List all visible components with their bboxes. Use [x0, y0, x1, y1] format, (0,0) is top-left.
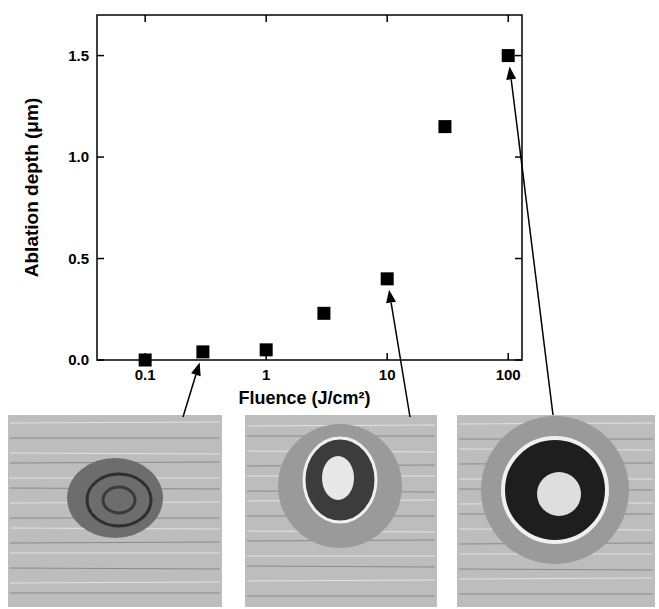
x-tick-label: 1 — [262, 366, 270, 383]
y-tick — [97, 55, 104, 57]
data-point — [196, 345, 209, 358]
scratch — [10, 582, 220, 583]
y-tick — [97, 156, 104, 158]
micrograph — [457, 415, 655, 607]
scratch — [459, 594, 653, 595]
scratch — [459, 578, 653, 579]
crater — [304, 438, 376, 522]
scratch — [247, 596, 435, 597]
y-tick-label: 1.0 — [68, 148, 89, 165]
x-tick — [144, 15, 146, 22]
data-points — [139, 49, 515, 366]
data-point — [317, 307, 330, 320]
y-axis-title: Ablation depth (μm) — [21, 98, 42, 277]
x-tick — [507, 353, 509, 360]
scratch — [247, 566, 435, 567]
scratch — [10, 438, 220, 439]
x-tick — [265, 15, 267, 22]
scratch — [459, 569, 653, 570]
crater-ring — [103, 487, 135, 513]
chart: 0.1 1 10 100 0.0 0.5 1.0 1.5 Fluence (J/cm²) Abla… — [0, 0, 659, 609]
scratch — [10, 422, 220, 423]
debris-zone — [278, 424, 402, 548]
data-point — [139, 354, 152, 367]
x-tick-label: 100 — [496, 366, 521, 383]
crater-center — [537, 472, 581, 516]
pointer-arrow — [391, 303, 410, 417]
data-point — [260, 343, 273, 356]
data-point — [381, 272, 394, 285]
scratch — [247, 556, 435, 557]
crater-center — [322, 456, 354, 500]
y-tick — [515, 359, 522, 361]
scratch — [247, 580, 435, 581]
data-point — [502, 49, 515, 62]
scratch — [10, 553, 220, 554]
debris-zone — [481, 416, 629, 564]
y-tick — [515, 258, 522, 260]
x-tick — [507, 15, 509, 22]
pointer-arrow — [183, 375, 196, 417]
y-tick — [97, 359, 104, 361]
x-tick — [386, 353, 388, 360]
micrograph — [245, 415, 437, 607]
x-axis-title: Fluence (J/cm²) — [238, 388, 370, 408]
y-tick — [97, 258, 104, 260]
micrograph — [8, 415, 222, 607]
crater-ring — [87, 474, 151, 526]
micrograph-ground — [8, 415, 222, 607]
x-tick-label: 0.1 — [135, 366, 156, 383]
y-tick-label: 0.5 — [68, 250, 89, 267]
crater — [503, 438, 607, 542]
x-tick — [386, 15, 388, 22]
pointer-arrow-head — [191, 362, 201, 376]
plot-frame — [97, 15, 522, 360]
y-tick-label: 1.5 — [68, 47, 89, 64]
scratch — [10, 453, 220, 454]
scratch — [10, 568, 220, 569]
x-tick-label: 10 — [379, 366, 396, 383]
micrograph-ground — [245, 415, 437, 607]
crater — [67, 458, 163, 538]
pointer-arrow — [511, 79, 553, 415]
pointer-arrow-head — [506, 67, 516, 81]
y-tick-label: 0.0 — [68, 351, 89, 368]
y-tick — [515, 55, 522, 57]
scratch — [10, 593, 220, 594]
data-point — [438, 120, 451, 133]
scratch — [10, 542, 220, 543]
micrograph-ground — [457, 415, 655, 607]
pointer-arrow-head — [386, 290, 396, 304]
